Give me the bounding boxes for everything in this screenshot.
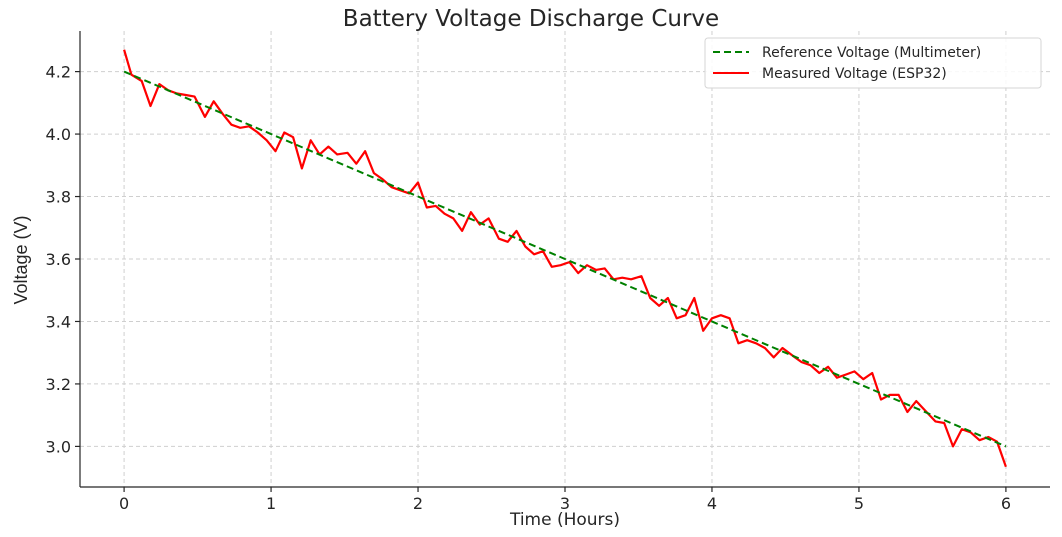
- x-tick-label: 2: [413, 494, 423, 513]
- x-tick-label: 1: [266, 494, 276, 513]
- x-tick-label: 4: [707, 494, 717, 513]
- legend-measured-label: Measured Voltage (ESP32): [762, 66, 947, 82]
- y-tick-label: 3.0: [46, 437, 71, 456]
- x-tick-label: 6: [1001, 494, 1011, 513]
- x-axis-label: Time (Hours): [509, 510, 620, 530]
- x-tick-label: 3: [560, 494, 570, 513]
- y-tick-label: 3.8: [46, 188, 71, 207]
- y-tick-label: 3.2: [46, 375, 71, 394]
- legend-box: [704, 37, 1042, 89]
- y-tick-label: 4.0: [46, 125, 71, 144]
- y-tick-label: 3.4: [46, 312, 71, 331]
- y-ticks: 3.0 3.2 3.4 3.6 3.8 4.0 4.2: [46, 63, 80, 456]
- y-tick-label: 4.2: [46, 63, 71, 82]
- y-tick-label: 3.6: [46, 250, 71, 269]
- legend: Reference Voltage (Multimeter) Measured …: [704, 37, 1042, 89]
- y-axis-label: Voltage (V): [11, 215, 31, 304]
- chart-title: Battery Voltage Discharge Curve: [343, 6, 719, 32]
- reference-voltage-line: [123, 70, 1007, 448]
- measured-voltage-line: [123, 49, 1007, 468]
- x-tick-label: 5: [854, 494, 864, 513]
- x-ticks: 0 1 2 3 4 5 6: [119, 487, 1011, 513]
- plot-series: [123, 49, 1007, 468]
- x-tick-label: 0: [119, 494, 129, 513]
- legend-reference-label: Reference Voltage (Multimeter): [762, 45, 981, 61]
